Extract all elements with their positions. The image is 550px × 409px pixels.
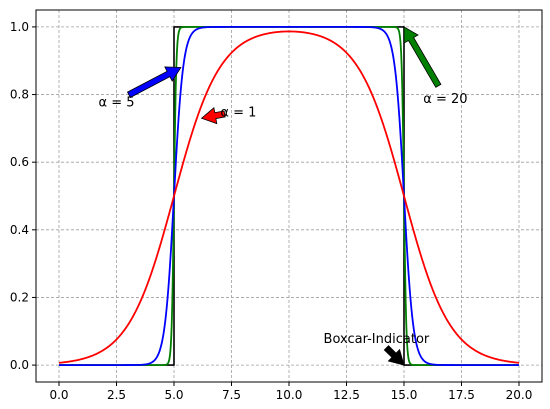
y-tick-label: 0.0 — [10, 358, 29, 372]
y-tick-label: 0.8 — [10, 88, 29, 102]
series-layer — [58, 26, 520, 366]
x-tick-label: 2.5 — [107, 388, 126, 402]
x-tick-label: 0.0 — [49, 388, 68, 402]
x-tick-label: 20.0 — [506, 388, 533, 402]
grid — [36, 10, 542, 382]
x-tick-label: 15.0 — [391, 388, 418, 402]
series-alpha5-line — [58, 26, 520, 366]
annotation-label-a1: α = 1 — [220, 105, 256, 120]
x-tick-label: 10.0 — [276, 388, 303, 402]
y-tick-label: 0.4 — [10, 223, 29, 237]
annotation-arrow-a1 — [200, 107, 226, 125]
x-tick-label: 12.5 — [333, 388, 360, 402]
y-tick-label: 0.2 — [10, 290, 29, 304]
annotation-arrow-a5 — [126, 66, 182, 99]
annotations: α = 5 α = 1 α = 20 Boxcar-Indicator — [99, 26, 468, 366]
y-tick-label: 1.0 — [10, 20, 29, 34]
x-tick-label: 7.5 — [222, 388, 241, 402]
ticks: 0.0 2.5 5.0 7.5 10.0 12.5 15.0 17.5 20.0 0.0 0.2 0.… — [10, 20, 532, 402]
x-tick-label: 5.0 — [164, 388, 183, 402]
annotation-arrow-a20 — [403, 26, 442, 88]
annotation-arrow-abox — [383, 345, 405, 366]
annotation-label-abox: Boxcar-Indicator — [324, 332, 430, 347]
y-tick-label: 0.6 — [10, 155, 29, 169]
x-tick-label: 17.5 — [448, 388, 475, 402]
annotation-label-a20: α = 20 — [423, 92, 467, 107]
annotation-label-a5: α = 5 — [99, 95, 135, 110]
series-alpha1-line — [58, 30, 520, 364]
